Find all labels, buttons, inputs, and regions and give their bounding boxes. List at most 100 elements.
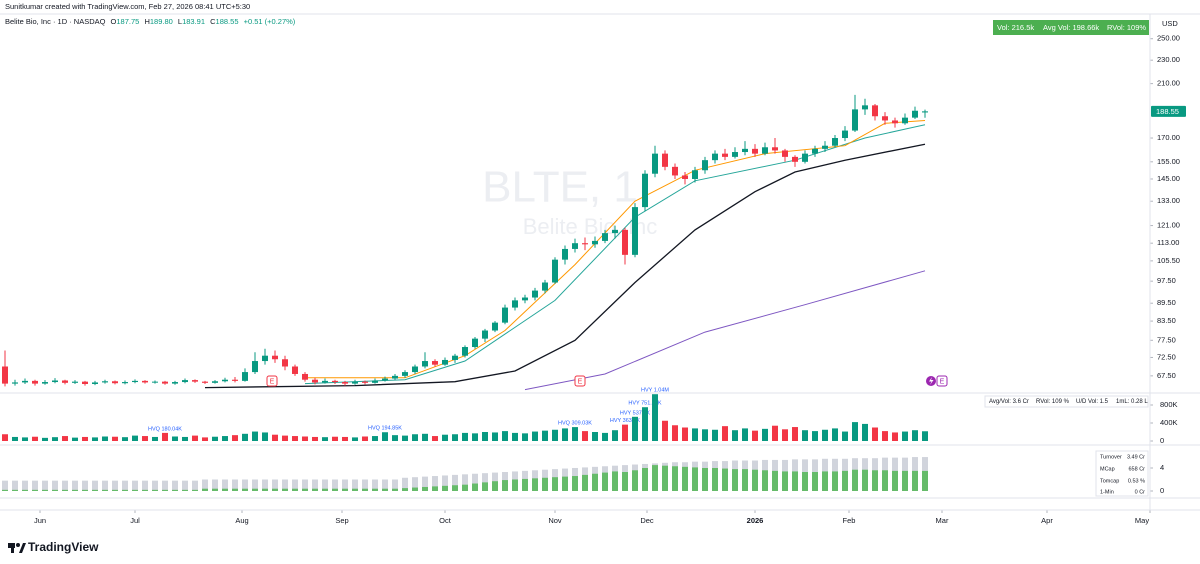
bar: [662, 465, 668, 491]
bar: [652, 394, 658, 441]
bar: [592, 473, 598, 491]
bar: [822, 471, 828, 491]
bar: [342, 488, 348, 491]
bar: [42, 489, 48, 491]
event-marker[interactable]: E: [926, 375, 948, 387]
bar: [52, 437, 58, 441]
bar: [812, 431, 818, 441]
candle-body: [772, 147, 778, 151]
bar: [422, 486, 428, 491]
event-label: E: [578, 378, 583, 385]
bar: [672, 425, 678, 441]
bar: [792, 427, 798, 441]
bar: [352, 437, 358, 441]
candle-body: [882, 116, 888, 121]
bar: [132, 489, 138, 491]
bar: [492, 432, 498, 441]
bar: [722, 468, 728, 491]
y-tick-label: 4: [1160, 463, 1164, 472]
bar: [412, 477, 418, 491]
candle-body: [712, 153, 718, 161]
bar: [172, 436, 178, 441]
turnover-value: 658 Cr: [1128, 466, 1145, 472]
x-tick-label: Oct: [439, 516, 452, 525]
bar: [452, 485, 458, 491]
bar: [32, 480, 38, 491]
x-tick-label: Sep: [335, 516, 348, 525]
event-marker[interactable]: E: [574, 375, 586, 387]
bar: [572, 427, 578, 441]
candle-body: [912, 110, 918, 118]
bar: [132, 480, 138, 491]
candle-body: [852, 109, 858, 131]
x-tick-label: Nov: [548, 516, 562, 525]
bar: [232, 488, 238, 491]
symbol: Belite Bio, Inc · 1D · NASDAQ: [5, 17, 106, 26]
bar: [162, 489, 168, 491]
bar: [252, 431, 258, 441]
y-tick-label: 145.00: [1157, 174, 1180, 183]
y-tick-label: 72.50: [1157, 352, 1176, 361]
bar: [792, 471, 798, 491]
bar: [242, 479, 248, 491]
bar: [422, 476, 428, 491]
bar: [802, 472, 808, 491]
candle-body: [622, 229, 628, 255]
ohlc-key: O: [111, 17, 117, 26]
x-tick-label: 2026: [747, 516, 764, 525]
x-tick-label: Dec: [640, 516, 654, 525]
ohlc-value: 189.80: [150, 17, 173, 26]
bar: [202, 479, 208, 491]
last-price-label: 188.55: [1156, 107, 1179, 116]
bar: [152, 436, 158, 441]
bar: [242, 488, 248, 491]
bar: [72, 489, 78, 491]
bar: [912, 470, 918, 491]
bar: [102, 480, 108, 491]
bar: [892, 432, 898, 441]
candle-body: [872, 105, 878, 117]
event-box: [266, 375, 278, 387]
bar: [132, 435, 138, 441]
bar: [202, 488, 208, 491]
candle-body: [662, 153, 668, 167]
bar: [872, 470, 878, 491]
candle-body: [312, 379, 318, 383]
candle-body: [362, 381, 368, 383]
bar: [252, 479, 258, 491]
candle-body: [342, 382, 348, 384]
ohlc-value: 187.75: [116, 17, 139, 26]
bar: [302, 488, 308, 491]
event-label: E: [940, 378, 945, 385]
candle-body: [802, 153, 808, 162]
bar: [462, 432, 468, 441]
bar: [902, 431, 908, 441]
bar: [642, 407, 648, 441]
bar: [372, 479, 378, 491]
bar: [292, 488, 298, 491]
bar: [212, 488, 218, 491]
candle-body: [642, 173, 648, 208]
event-marker[interactable]: E: [266, 375, 278, 387]
candle-body: [922, 111, 928, 113]
bar: [382, 479, 388, 491]
bar: [292, 479, 298, 491]
candle-body: [412, 366, 418, 373]
bar: [262, 479, 268, 491]
symbol-line: Belite Bio, Inc · 1D · NASDAQ O187.75 H1…: [5, 17, 296, 26]
bar: [882, 431, 888, 441]
bar: [172, 480, 178, 491]
bar: [312, 436, 318, 441]
bar: [122, 480, 128, 491]
turnover-key: Tomcap: [1100, 478, 1119, 484]
y-tick-label: 67.50: [1157, 371, 1176, 380]
bar: [532, 431, 538, 441]
bar: [402, 477, 408, 491]
bar: [482, 473, 488, 491]
bar: [202, 437, 208, 441]
candle-body: [192, 380, 198, 382]
volume-cell: 1mL: 0.28 L: [1116, 399, 1148, 405]
bar: [382, 432, 388, 441]
bar: [122, 437, 128, 441]
